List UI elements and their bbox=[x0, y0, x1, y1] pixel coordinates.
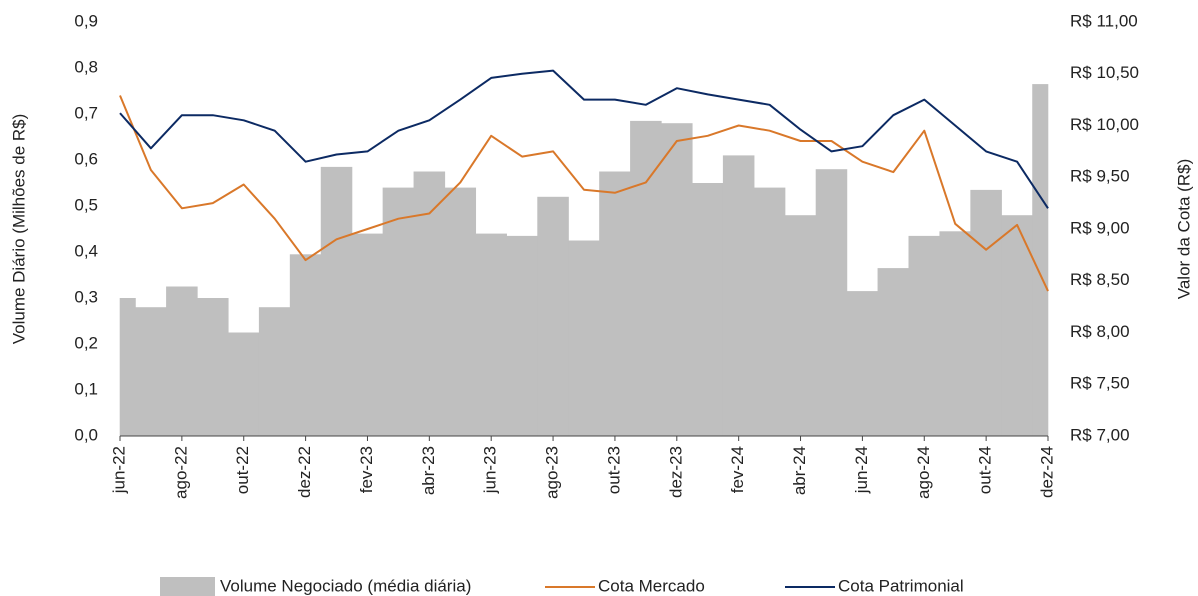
y-tick-label: 0,0 bbox=[74, 425, 98, 444]
x-tick-label: abr-23 bbox=[419, 446, 438, 495]
volume-bar bbox=[135, 307, 167, 436]
volume-bar bbox=[877, 268, 910, 436]
volume-bar bbox=[970, 189, 1002, 436]
volume-bar bbox=[784, 215, 817, 436]
y2-tick-label: R$ 7,00 bbox=[1070, 425, 1130, 444]
volume-bar bbox=[119, 298, 136, 436]
x-tick-label: jun-22 bbox=[109, 446, 128, 494]
y-tick-label: 0,8 bbox=[74, 57, 98, 76]
volume-bar bbox=[815, 169, 848, 436]
y-axis-title: Volume Diário (Milhões de R$) bbox=[9, 114, 28, 345]
volume-bar bbox=[753, 187, 786, 436]
y2-tick-label: R$ 9,50 bbox=[1070, 167, 1130, 186]
volume-bar bbox=[166, 286, 198, 436]
x-tick-label: out-23 bbox=[604, 446, 623, 494]
volume-bar bbox=[413, 171, 446, 436]
y-tick-label: 0,1 bbox=[74, 379, 98, 398]
x-tick-label: ago-24 bbox=[914, 446, 933, 499]
y-tick-label: 0,5 bbox=[74, 195, 98, 214]
x-tick-label: ago-22 bbox=[171, 446, 190, 499]
volume-bar bbox=[568, 240, 600, 436]
legend-label: Cota Mercado bbox=[598, 576, 705, 595]
x-tick-label: dez-24 bbox=[1037, 446, 1056, 498]
y-tick-label: 0,4 bbox=[74, 241, 98, 260]
volume-bar bbox=[939, 231, 971, 436]
price-line bbox=[119, 95, 1049, 292]
volume-bar bbox=[475, 233, 507, 436]
y2-tick-label: R$ 8,50 bbox=[1070, 270, 1130, 289]
volume-bar bbox=[289, 254, 322, 436]
y-tick-label: 0,3 bbox=[74, 287, 98, 306]
price-line bbox=[119, 69, 1049, 209]
y-tick-label: 0,9 bbox=[74, 11, 98, 30]
y2-tick-label: R$ 7,50 bbox=[1070, 374, 1130, 393]
x-tick-label: dez-22 bbox=[295, 446, 314, 498]
y2-tick-label: R$ 8,00 bbox=[1070, 322, 1130, 341]
x-tick-label: jun-23 bbox=[481, 446, 500, 494]
x-tick-label: jun-24 bbox=[852, 446, 871, 494]
volume-bar bbox=[444, 187, 477, 436]
x-tick-label: dez-23 bbox=[666, 446, 685, 498]
x-tick-label: out-24 bbox=[976, 446, 995, 494]
volume-bar bbox=[537, 196, 569, 436]
volume-bar bbox=[661, 123, 693, 436]
volume-bar bbox=[908, 235, 941, 436]
y-tick-label: 0,7 bbox=[74, 103, 98, 122]
y-tick-label: 0,2 bbox=[74, 333, 98, 352]
volume-bar bbox=[722, 155, 755, 436]
volume-bar bbox=[227, 332, 260, 436]
volume-bar bbox=[382, 187, 415, 436]
volume-bar bbox=[351, 233, 384, 436]
volume-bar bbox=[197, 298, 229, 436]
x-tick-label: out-22 bbox=[233, 446, 252, 494]
y2-tick-label: R$ 9,00 bbox=[1070, 218, 1130, 237]
y2-tick-label: R$ 10,50 bbox=[1070, 63, 1139, 82]
legend-label: Volume Negociado (média diária) bbox=[220, 576, 471, 595]
volume-bar bbox=[630, 120, 662, 437]
x-tick-label: fev-24 bbox=[728, 446, 747, 493]
y2-tick-label: R$ 11,00 bbox=[1070, 11, 1138, 30]
volume-bar bbox=[1032, 84, 1049, 436]
x-tick-label: abr-24 bbox=[790, 446, 809, 495]
volume-bar bbox=[599, 171, 631, 436]
volume-bar bbox=[846, 291, 879, 436]
y2-axis-title: Valor da Cota (R$) bbox=[1174, 159, 1193, 299]
y-tick-label: 0,6 bbox=[74, 149, 98, 168]
volume-bar bbox=[1001, 215, 1033, 436]
y2-tick-label: R$ 10,00 bbox=[1070, 115, 1139, 134]
x-tick-label: fev-23 bbox=[357, 446, 376, 493]
volume-bar bbox=[691, 183, 724, 436]
volume-bar bbox=[320, 166, 353, 436]
legend-label: Cota Patrimonial bbox=[838, 576, 964, 595]
volume-bar bbox=[258, 307, 291, 436]
volume-bar bbox=[506, 235, 538, 436]
legend-swatch bbox=[160, 577, 215, 596]
x-tick-label: ago-23 bbox=[543, 446, 562, 499]
